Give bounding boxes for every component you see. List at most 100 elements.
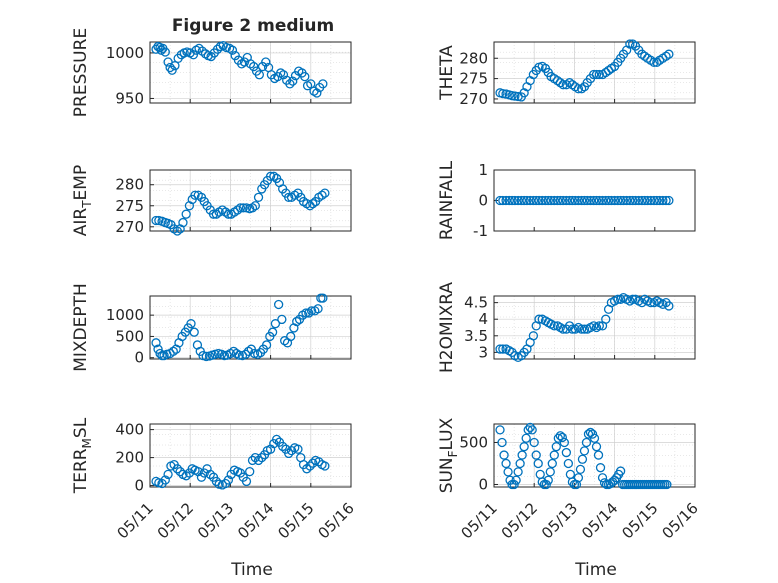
data-point: [257, 452, 267, 463]
data-point: [238, 203, 248, 213]
data-point: [495, 425, 505, 435]
data-point: [515, 458, 525, 469]
y-axis-label: TERRMSL: [71, 417, 94, 494]
data-point: [497, 437, 507, 448]
axes-box: [149, 169, 352, 232]
data-point: [615, 195, 626, 206]
axes-box: [493, 423, 696, 488]
data-point: [581, 437, 592, 448]
data-point: [589, 195, 599, 206]
data-point: [652, 195, 662, 206]
data-point: [188, 50, 199, 60]
y-axis-label: PRESSURE: [71, 28, 91, 117]
data-point: [589, 433, 600, 443]
data-point: [239, 57, 250, 67]
data-point: [286, 445, 297, 456]
subplot-mixdepth: 0 500 1000 MIXDEPTH: [71, 283, 352, 372]
data-point: [649, 57, 659, 67]
data-point: [591, 195, 602, 206]
y-label-part: SUN: [437, 457, 457, 493]
y-axis-label: SUNFLUX: [437, 417, 460, 493]
data-point: [603, 195, 614, 206]
data-point: [642, 195, 653, 206]
data-point: [318, 79, 328, 89]
data-point: [253, 455, 264, 466]
data-point: [625, 195, 635, 206]
data-point: [576, 324, 587, 334]
data-point: [302, 464, 312, 474]
axes-box: [149, 295, 352, 360]
data-point: [528, 195, 539, 206]
data-point: [201, 351, 211, 362]
data-point: [308, 458, 318, 468]
data-point: [247, 203, 258, 213]
data-point: [498, 195, 508, 206]
data-point: [286, 331, 296, 342]
data-point: [534, 314, 544, 324]
data-point: [178, 217, 188, 228]
data-point: [661, 51, 671, 61]
subplot-pressure: 950 1000 PRESSURE: [71, 28, 352, 117]
data-point: [576, 195, 587, 206]
data-point: [208, 209, 219, 219]
data-point: [573, 84, 584, 94]
data-point: [561, 447, 572, 458]
data-point: [637, 195, 647, 206]
data-point: [558, 195, 568, 206]
data-point: [314, 457, 324, 467]
data-point: [601, 314, 611, 324]
y-axis-label: H2OMIXRA: [437, 282, 457, 373]
data-point: [181, 471, 191, 481]
data-point: [163, 469, 173, 480]
data-point: [525, 195, 535, 206]
y-tick-label: 280: [459, 49, 488, 67]
data-point: [504, 195, 514, 206]
data-point: [234, 350, 244, 360]
data-point: [613, 195, 623, 206]
data-point: [510, 195, 520, 206]
data-point: [293, 444, 303, 454]
data-point: [190, 190, 200, 200]
data-point: [517, 450, 527, 460]
y-axis-label: AIRTEMP: [71, 165, 94, 236]
data-point: [306, 306, 317, 316]
data-point: [528, 331, 539, 341]
data-point: [223, 209, 234, 219]
data-point: [575, 464, 586, 475]
data-point: [593, 450, 604, 460]
data-point: [594, 321, 604, 331]
data-point: [284, 192, 294, 202]
data-point: [646, 195, 656, 206]
data-point: [664, 301, 674, 311]
data-point: [597, 195, 608, 206]
subplot-h2omixra: 33.544.5 H2OMIXRA: [437, 282, 696, 373]
data-point: [527, 425, 537, 435]
data-point: [549, 321, 559, 331]
data-point: [555, 195, 565, 206]
data-point: [247, 455, 258, 466]
data-point: [537, 195, 547, 206]
data-point: [579, 446, 590, 456]
data-point: [153, 344, 163, 354]
y-tick-label: 275: [459, 70, 488, 88]
data-point: [543, 195, 553, 206]
y-tick-label: 0: [134, 477, 144, 495]
data-point: [205, 469, 215, 480]
data-point: [570, 195, 580, 206]
data-point: [253, 192, 264, 202]
data-point: [649, 195, 659, 206]
y-label-part: TERR: [71, 448, 91, 494]
data-point: [564, 195, 575, 206]
data-point: [261, 57, 271, 67]
data-point: [573, 195, 584, 206]
data-point: [313, 304, 323, 314]
data-point: [555, 78, 565, 88]
subplot-air-temp: 270 275 280 AIRTEMP: [71, 165, 352, 236]
data-point: [576, 84, 587, 94]
y-tick-label: 400: [115, 421, 144, 439]
data-point: [654, 195, 665, 206]
data-point: [181, 209, 191, 219]
y-tick-label: 270: [459, 90, 488, 108]
